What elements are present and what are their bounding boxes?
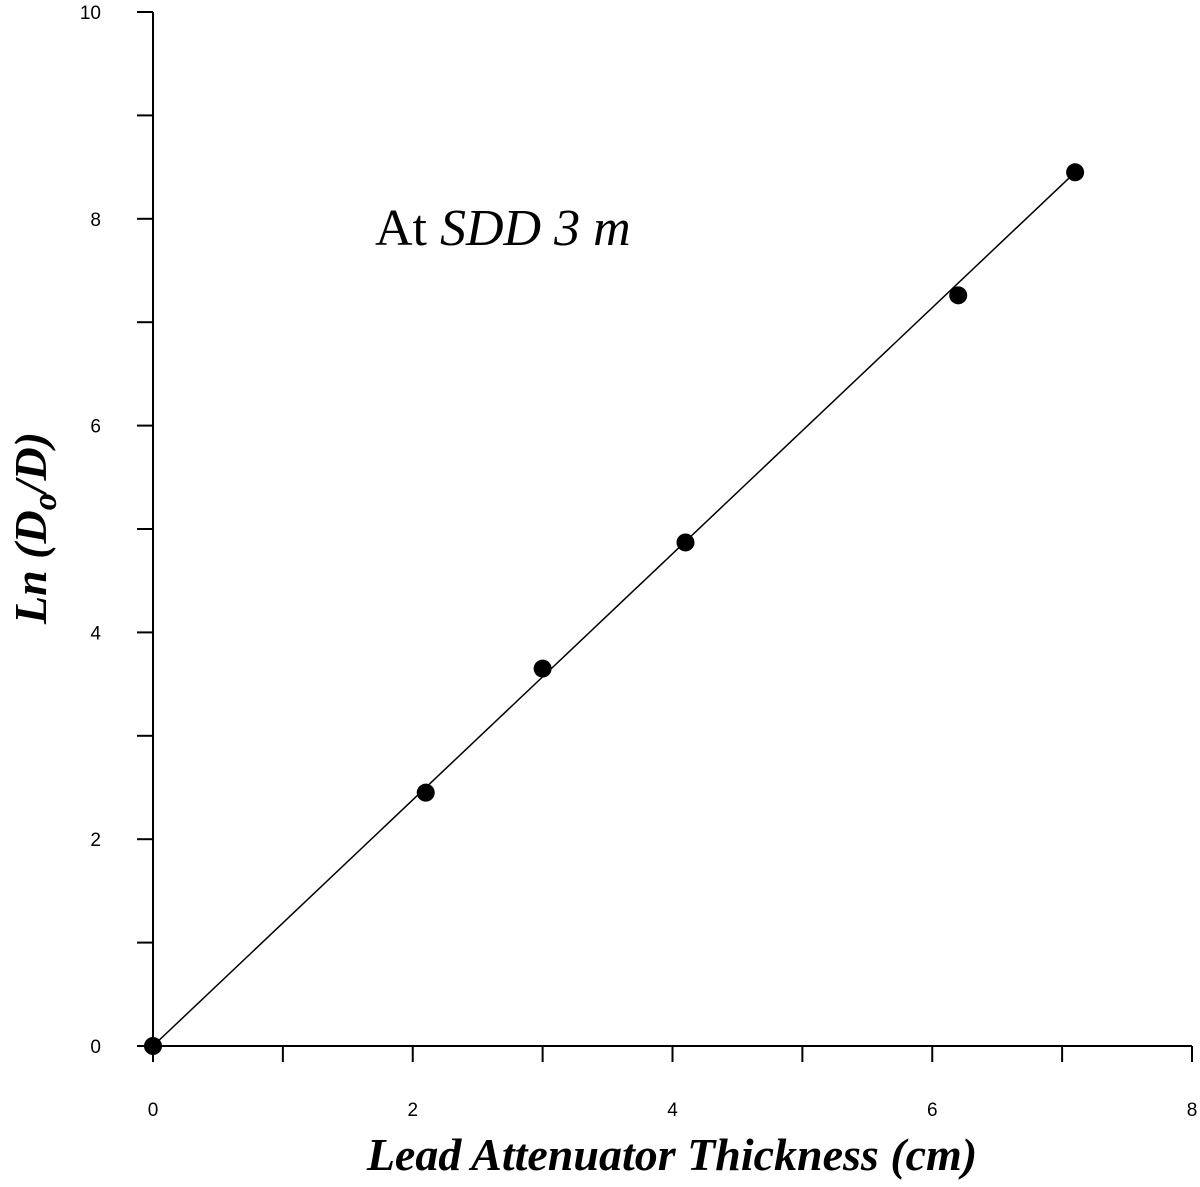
fit-line-group [152, 171, 1076, 1047]
y-axis-title-suffix: /D) [5, 432, 56, 496]
y-tick-label: 0 [90, 1037, 101, 1058]
x-axis-title: Lead Attenuator Thickness (cm) [366, 1129, 977, 1180]
annotation-italic: SDD 3 m [440, 200, 631, 257]
axes [152, 12, 1192, 1047]
data-point [949, 286, 968, 305]
ticks [137, 11, 1193, 1062]
y-axis-title: Ln (Do/D) [5, 432, 64, 625]
x-tick-label: 8 [1187, 1100, 1198, 1121]
x-tick-label: 2 [407, 1100, 418, 1121]
x-tick-label: 0 [148, 1100, 159, 1121]
chart-annotation: At SDD 3 m [375, 200, 631, 257]
data-point [416, 783, 435, 802]
y-tick-label: 10 [80, 3, 101, 24]
y-tick-label: 6 [90, 417, 101, 438]
y-axis-title-subscript: o [27, 493, 64, 510]
tick-labels: 0 2 4 6 8 10 0 2 4 6 8 [80, 3, 1197, 1121]
x-tick-label: 4 [667, 1100, 678, 1121]
data-point [144, 1037, 162, 1055]
data-point [533, 659, 552, 678]
x-tick-label: 6 [927, 1100, 938, 1121]
annotation-prefix: At [375, 200, 440, 257]
fit-line [152, 171, 1076, 1047]
y-tick-label: 2 [90, 830, 101, 851]
y-tick-label: 8 [90, 210, 101, 231]
data-points [144, 163, 1085, 1055]
data-point [1066, 163, 1085, 182]
y-tick-label: 4 [90, 623, 101, 644]
data-point [676, 533, 695, 552]
y-axis-title-prefix: Ln (D [5, 510, 56, 625]
